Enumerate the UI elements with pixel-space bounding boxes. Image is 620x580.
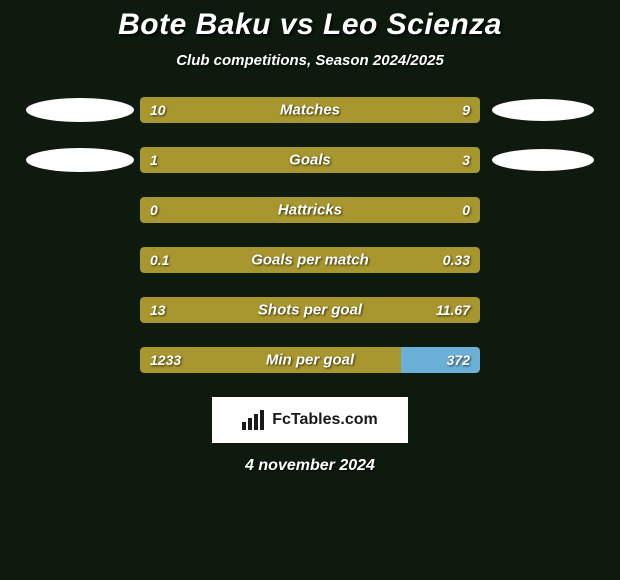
brand-logo-wrap: FcTables.com bbox=[0, 397, 620, 443]
player-badge-right-wrap bbox=[480, 297, 600, 323]
bar-chart-icon bbox=[242, 410, 266, 430]
stat-bar: 0.10.33Goals per match bbox=[140, 247, 480, 273]
bar-base bbox=[140, 197, 480, 223]
bar-base bbox=[140, 247, 480, 273]
comparison-container: Bote Baku vs Leo Scienza Club competitio… bbox=[0, 0, 620, 475]
player-badge-left-wrap bbox=[20, 97, 140, 123]
bar-base bbox=[140, 147, 480, 173]
player-badge-left-wrap bbox=[20, 247, 140, 273]
stat-bar: 00Hattricks bbox=[140, 197, 480, 223]
stat-row: 1311.67Shots per goal bbox=[0, 297, 620, 323]
stat-bar: 1233372Min per goal bbox=[140, 347, 480, 373]
player-badge-right-wrap bbox=[480, 247, 600, 273]
player-badge-left-wrap bbox=[20, 347, 140, 373]
brand-text: FcTables.com bbox=[272, 411, 378, 429]
brand-logo[interactable]: FcTables.com bbox=[212, 397, 408, 443]
player-badge-left-wrap bbox=[20, 147, 140, 173]
player-badge-left-wrap bbox=[20, 297, 140, 323]
stat-rows: 109Matches 13Goals 00Hattricks 0.10.33Goals… bbox=[0, 97, 620, 373]
player-badge-right-wrap bbox=[480, 197, 600, 223]
bar-base bbox=[140, 297, 480, 323]
subtitle: Club competitions, Season 2024/2025 bbox=[0, 52, 620, 69]
bar-base bbox=[140, 97, 480, 123]
page-title: Bote Baku vs Leo Scienza bbox=[0, 8, 620, 42]
player-badge-right-wrap bbox=[480, 147, 600, 173]
stat-row: 1233372Min per goal bbox=[0, 347, 620, 373]
player-badge-right bbox=[492, 149, 594, 171]
stat-row: 13Goals bbox=[0, 147, 620, 173]
player-badge-right bbox=[492, 99, 594, 121]
bar-fill-right bbox=[401, 347, 480, 373]
date-label: 4 november 2024 bbox=[0, 457, 620, 475]
player-badge-right-wrap bbox=[480, 97, 600, 123]
stat-row: 00Hattricks bbox=[0, 197, 620, 223]
player-badge-left bbox=[26, 98, 134, 122]
player-badge-left-wrap bbox=[20, 197, 140, 223]
stat-bar: 13Goals bbox=[140, 147, 480, 173]
player-badge-right-wrap bbox=[480, 347, 600, 373]
stat-row: 0.10.33Goals per match bbox=[0, 247, 620, 273]
stat-bar: 109Matches bbox=[140, 97, 480, 123]
player-badge-left bbox=[26, 148, 134, 172]
stat-row: 109Matches bbox=[0, 97, 620, 123]
stat-bar: 1311.67Shots per goal bbox=[140, 297, 480, 323]
